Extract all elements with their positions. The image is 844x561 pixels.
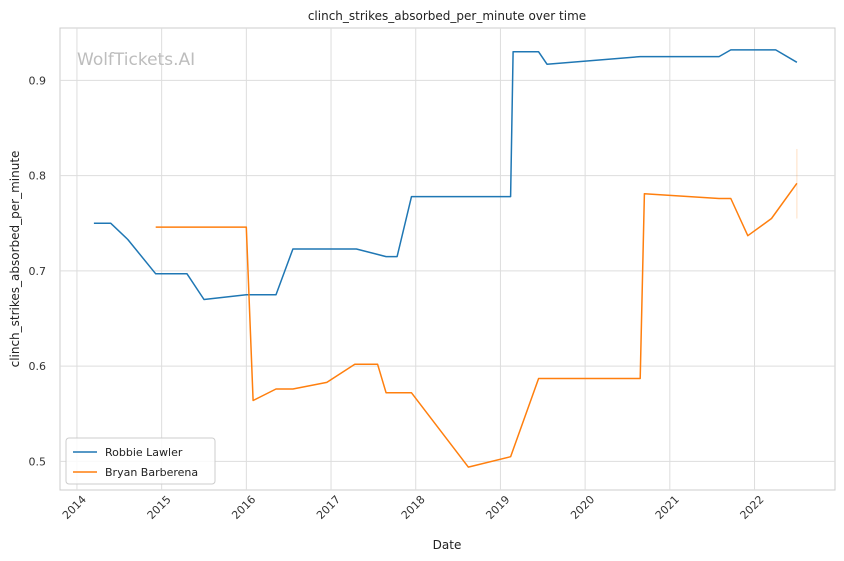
plot-area	[59, 27, 836, 491]
x-axis-title: Date	[433, 538, 462, 552]
series-lines	[93, 49, 798, 468]
y-tick-label: 0.7	[29, 265, 47, 278]
legend-box	[65, 437, 216, 485]
x-tick-label: 2020	[568, 493, 597, 522]
x-tick-label: 2019	[483, 493, 512, 522]
x-tick-label: 2018	[399, 493, 428, 522]
x-tick-label: 2017	[314, 493, 343, 522]
x-axis-ticks: 2014 2015 2016 2017 2018 2019 2020 2021 2022	[60, 493, 767, 522]
chart-title: clinch_strikes_absorbed_per_minute over …	[308, 9, 586, 23]
series-line-bryan-barberena	[155, 182, 798, 468]
y-tick-label: 0.5	[29, 455, 47, 468]
x-tick-label: 2022	[738, 493, 767, 522]
x-tick-label: 2015	[145, 493, 174, 522]
legend-label-robbie-lawler: Robbie Lawler	[105, 446, 183, 459]
grid-lines	[60, 28, 835, 490]
y-axis-ticks: 0.5 0.6 0.7 0.8 0.9	[29, 74, 47, 468]
watermark: WolfTickets.AI	[77, 50, 195, 70]
x-tick-label: 2021	[653, 493, 682, 522]
series-line-robbie-lawler	[93, 49, 798, 301]
y-tick-label: 0.9	[29, 74, 47, 87]
y-axis-title: clinch_strikes_absorbed_per_minute	[8, 151, 22, 368]
x-tick-label: 2016	[229, 493, 258, 522]
legend-label-bryan-barberena: Bryan Barberena	[105, 466, 198, 479]
legend: Robbie Lawler Bryan Barberena	[65, 437, 216, 485]
x-tick-label: 2014	[60, 493, 89, 522]
y-tick-label: 0.8	[29, 170, 47, 183]
y-tick-label: 0.6	[29, 360, 47, 373]
